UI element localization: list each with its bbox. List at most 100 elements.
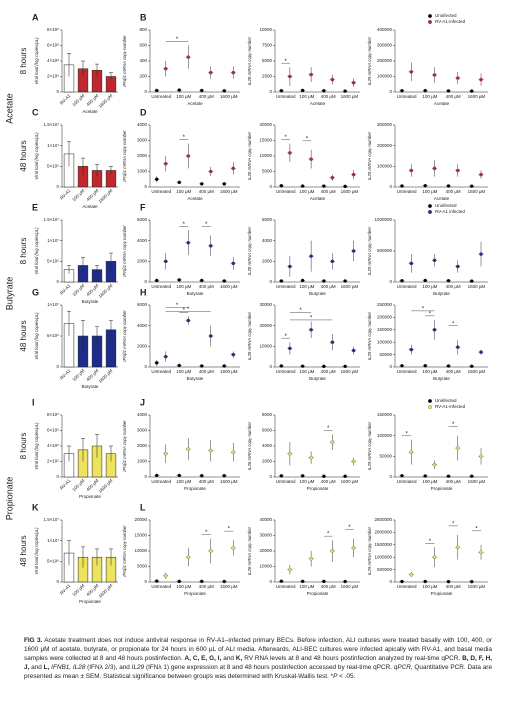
y-axis-label: IL29 mRNA copy number: [367, 311, 372, 360]
significance-label: *: [228, 527, 231, 533]
data-point: [432, 328, 437, 332]
data-point: [330, 77, 335, 82]
x-tick-label: 100 μM: [422, 369, 437, 374]
data-point: [222, 279, 226, 283]
legend-label: Uninfected: [435, 13, 457, 18]
data-point: [469, 89, 474, 93]
significance-label: *: [183, 135, 186, 141]
data-point: [309, 455, 313, 460]
x-axis-label: Butyrate: [309, 376, 326, 381]
y-tick-label: 0: [56, 364, 59, 369]
panel-letter: G: [32, 287, 39, 297]
data-point: [309, 72, 313, 77]
y-tick-label: 0: [144, 279, 147, 284]
legend-marker: [428, 405, 432, 409]
x-tick-label: 1600 μM: [98, 283, 114, 299]
data-point: [279, 364, 284, 368]
data-point: [309, 157, 313, 161]
x-tick-label: 100 μM: [176, 369, 191, 374]
data-point: [199, 88, 204, 93]
y-axis-label: IL28 mRNA copy number: [247, 131, 252, 180]
x-tick-label: 400 μM: [446, 479, 461, 484]
panel-letter: B: [140, 12, 147, 22]
data-point: [222, 474, 226, 478]
y-axis-label: IFNβ1 mRNA copy number: [122, 130, 127, 182]
y-tick-label: 200: [139, 74, 147, 79]
x-tick-label: 1600 μM: [468, 189, 486, 194]
data-point: [423, 184, 427, 188]
y-tick-label: 0: [269, 279, 272, 284]
data-point: [351, 249, 356, 253]
x-tick-label: 1600 μM: [98, 93, 114, 109]
y-tick-label: 5×10⁶: [47, 259, 59, 264]
y-tick-label: 4000: [137, 412, 148, 417]
y-tick-label: 10000: [134, 548, 147, 553]
caption-text: RV RNA levels at 8 and 48 hours postinfe…: [242, 655, 463, 662]
y-axis-label: Viral load (log copies/μL): [34, 37, 39, 85]
data-point: [400, 279, 404, 283]
data-point: [400, 184, 404, 188]
x-tick-label: 100 μM: [176, 94, 191, 99]
x-tick-label: Untreated: [151, 94, 171, 99]
y-tick-label: 5000: [262, 169, 273, 174]
y-tick-label: 600: [139, 43, 147, 48]
x-tick-label: 1600 μM: [220, 479, 238, 484]
significance-label: *: [176, 303, 179, 309]
data-point: [446, 579, 451, 584]
time-label: 8 hours: [19, 238, 28, 265]
x-tick-label: Untreated: [397, 584, 417, 589]
x-tick-label: 400 μM: [199, 479, 214, 484]
y-tick-label: 1.5×10⁷: [43, 217, 59, 222]
data-point: [288, 567, 292, 572]
panel-letter: C: [32, 107, 39, 117]
y-axis-label: Viral load (log copies/μL): [34, 527, 39, 575]
y-tick-label: 40000: [259, 517, 272, 522]
data-point: [154, 361, 159, 365]
time-label: 48 hours: [19, 140, 28, 171]
x-tick-label: 400 μM: [199, 94, 214, 99]
legend-marker: [428, 204, 432, 208]
data-point: [469, 579, 474, 584]
y-tick-label: 200000: [377, 58, 393, 63]
x-tick-label: 400 μM: [446, 94, 461, 99]
y-tick-label: 1000: [137, 459, 148, 464]
x-tick-label: 1600 μM: [468, 284, 486, 289]
y-tick-label: 10000: [259, 344, 272, 349]
x-tick-label: RV-A1: [59, 478, 72, 491]
y-tick-label: 150000: [377, 327, 393, 332]
x-axis-label: Acetate: [187, 196, 203, 201]
x-tick-label: RV-A1: [59, 93, 72, 106]
data-point: [469, 184, 474, 188]
y-tick-label: 5000: [137, 564, 148, 569]
y-tick-label: 4×10⁵: [47, 443, 59, 448]
caption-text: P: [333, 673, 338, 680]
data-point: [279, 184, 284, 188]
y-tick-label: 20000: [259, 548, 272, 553]
data-point: [288, 264, 292, 269]
significance-label: *: [310, 316, 313, 322]
caption-text: Acetate treatment does not induce antivi…: [24, 637, 492, 662]
y-tick-label: 20000: [134, 517, 147, 522]
y-tick-label: 250000: [377, 302, 393, 307]
y-tick-label: 400: [139, 58, 147, 63]
x-tick-label: 100 μM: [422, 94, 437, 99]
x-tick-label: 100 μM: [422, 284, 437, 289]
data-point: [351, 348, 356, 353]
panel-letter: F: [140, 202, 146, 212]
significance-label: *: [327, 532, 330, 538]
x-tick-label: 100 μM: [422, 189, 437, 194]
y-tick-label: 6000: [137, 217, 148, 222]
x-tick-label: RV-A1: [59, 283, 72, 296]
data-point: [154, 278, 159, 283]
data-point: [343, 279, 347, 283]
significance-label: *: [348, 525, 351, 531]
y-tick-label: 8000: [262, 412, 273, 417]
y-axis-label: IFNβ1 mRNA copy number: [122, 310, 127, 362]
y-tick-label: 20000: [259, 323, 272, 328]
y-axis-label: Viral load (log copies/μL): [34, 132, 39, 180]
data-point: [432, 166, 437, 171]
x-tick-label: 400 μM: [321, 189, 336, 194]
x-tick-label: 100 μM: [71, 188, 85, 202]
panel-letter: D: [140, 107, 147, 117]
data-point: [231, 450, 235, 454]
